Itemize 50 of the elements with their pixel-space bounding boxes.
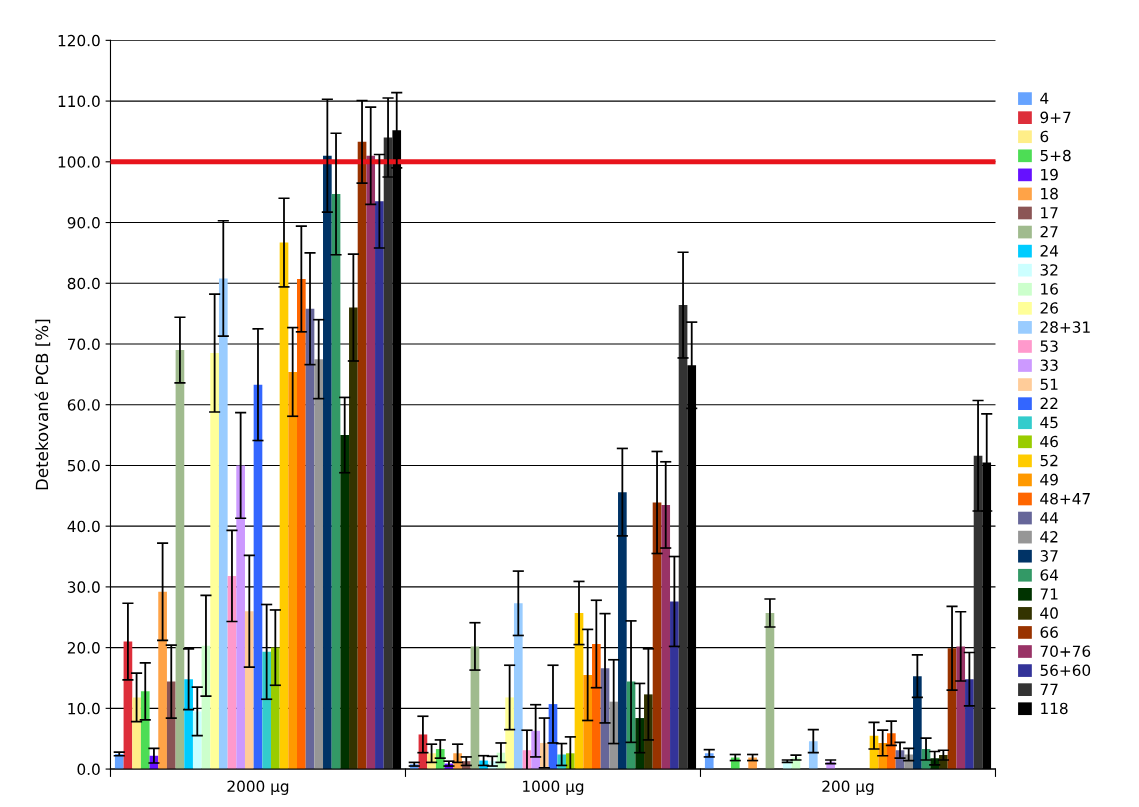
- x-tick-label: 2000 µg: [227, 780, 289, 795]
- y-axis-title: Detekované PCB [%]: [34, 319, 51, 490]
- legend-label: 51: [1040, 378, 1058, 391]
- legend-label: 40: [1040, 607, 1058, 619]
- legend-label: 53: [1040, 340, 1058, 352]
- legend-label: 18: [1041, 187, 1058, 200]
- legend-label: 44: [1040, 512, 1059, 524]
- y-tick-label: 120.0: [58, 34, 100, 47]
- legend-label: 22: [1040, 397, 1058, 409]
- legend-label: 4: [1040, 92, 1049, 104]
- y-tick-label: 40.0: [67, 520, 100, 533]
- legend-label: 6: [1040, 130, 1049, 143]
- legend-label: 16: [1041, 283, 1058, 295]
- y-tick-label: 0.0: [77, 763, 100, 776]
- legend-label: 5+8: [1040, 149, 1071, 162]
- legend-label: 27: [1040, 225, 1058, 238]
- legend-label: 42: [1040, 531, 1058, 543]
- y-tick-label: 80.0: [67, 277, 100, 290]
- x-tick-label: 200 µg: [822, 780, 874, 795]
- legend-label: 49: [1040, 473, 1058, 486]
- legend-label: 70+76: [1040, 645, 1091, 658]
- legend-label: 66: [1040, 626, 1058, 638]
- legend-label: 28+31: [1040, 321, 1090, 333]
- legend-label: 45: [1040, 416, 1058, 429]
- y-tick-label: 20.0: [67, 642, 100, 654]
- legend-label: 52: [1040, 454, 1058, 467]
- y-tick-label: 30.0: [67, 581, 100, 593]
- legend-label: 77: [1040, 683, 1058, 695]
- legend-label: 118: [1041, 702, 1068, 715]
- x-tick-label: 1000 µg: [523, 780, 584, 795]
- y-tick-label: 110.0: [58, 95, 100, 108]
- y-tick-label: 90.0: [67, 217, 100, 229]
- legend-label: 33: [1040, 359, 1058, 372]
- legend-label: 37: [1040, 550, 1058, 562]
- legend-label: 17: [1041, 207, 1058, 219]
- legend-label: 19: [1041, 168, 1058, 181]
- y-tick-label: 100.0: [58, 156, 100, 168]
- legend-label: 32: [1040, 264, 1058, 276]
- legend-label: 48+47: [1040, 492, 1090, 505]
- legend-label: 56+60: [1040, 664, 1091, 677]
- legend-label: 64: [1040, 569, 1059, 581]
- y-tick-label: 50.0: [67, 459, 100, 472]
- legend-label: 9+7: [1040, 111, 1071, 124]
- legend-label: 46: [1040, 435, 1058, 448]
- y-tick-label: 70.0: [68, 338, 100, 351]
- y-tick-label: 60.0: [67, 399, 100, 411]
- legend-label: 26: [1040, 302, 1058, 314]
- y-tick-label: 10.0: [68, 702, 100, 715]
- legend-label: 71: [1040, 588, 1058, 600]
- legend-label: 24: [1040, 245, 1059, 257]
